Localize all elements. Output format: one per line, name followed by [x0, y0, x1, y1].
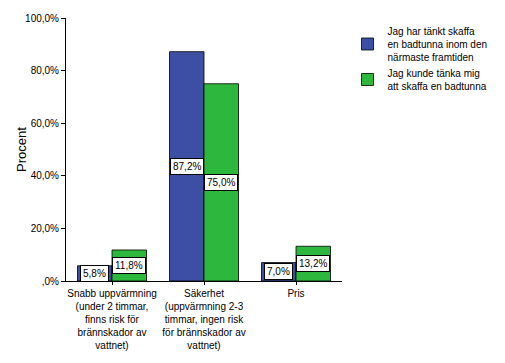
svg-text:20,0%: 20,0%: [31, 223, 59, 234]
svg-text:11,8%: 11,8%: [115, 260, 143, 271]
svg-text:60,0%: 60,0%: [31, 118, 59, 129]
svg-text:40,0%: 40,0%: [31, 170, 59, 181]
svg-text:Jag kunde tänka migatt skaffa: Jag kunde tänka migatt skaffa en badtunn…: [388, 68, 487, 92]
svg-text:Jag har tänkt skaffaen badtunn: Jag har tänkt skaffaen badtunna inom den…: [388, 26, 488, 63]
svg-text:87,2%: 87,2%: [173, 161, 201, 172]
svg-text:80,0%: 80,0%: [31, 65, 59, 76]
svg-text:Procent: Procent: [14, 127, 29, 172]
svg-text:13,2%: 13,2%: [299, 258, 327, 269]
svg-text:,0%: ,0%: [42, 276, 59, 287]
svg-text:7,0%: 7,0%: [267, 266, 290, 277]
svg-text:Snabb uppvärmning(under 2 timm: Snabb uppvärmning(under 2 timmar,finns r…: [67, 288, 157, 351]
svg-text:75,0%: 75,0%: [207, 177, 235, 188]
svg-text:100,0%: 100,0%: [25, 13, 59, 24]
svg-text:Pris: Pris: [287, 288, 304, 299]
svg-text:Säkerhet(uppvärmning 2-3timmar: Säkerhet(uppvärmning 2-3timmar, ingen ri…: [162, 288, 245, 351]
svg-text:5,8%: 5,8%: [83, 268, 106, 279]
